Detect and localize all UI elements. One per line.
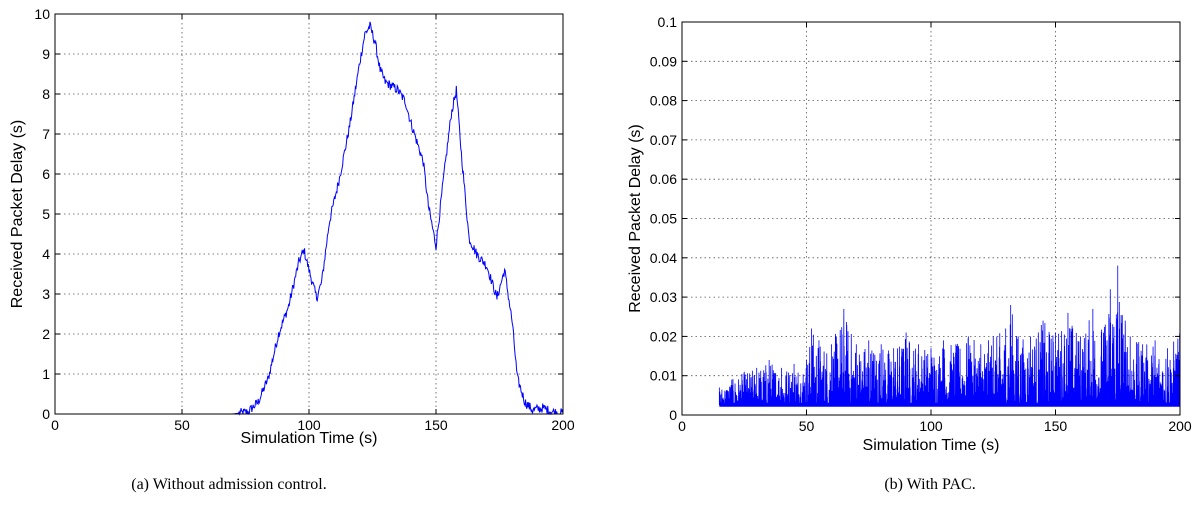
y-tick-label: 3 <box>42 286 50 302</box>
y-tick-label: 0.07 <box>650 132 677 148</box>
x-tick-label: 50 <box>799 418 815 434</box>
x-axis-label: Simulation Time (s) <box>241 430 378 447</box>
y-tick-label: 0 <box>42 406 50 422</box>
y-tick-label: 1 <box>42 366 50 382</box>
y-tick-label: 0.08 <box>650 93 677 109</box>
y-tick-label: 2 <box>42 326 50 342</box>
y-tick-label: 0.03 <box>650 289 677 305</box>
figure-caption: (a) Without admission control. <box>131 476 326 493</box>
y-tick-label: 8 <box>42 86 50 102</box>
series-baseline <box>719 402 1180 407</box>
y-tick-label: 9 <box>42 46 50 62</box>
y-tick-label: 0.02 <box>650 328 677 344</box>
series-line <box>718 265 1181 407</box>
y-tick-label: 6 <box>42 166 50 182</box>
y-tick-label: 0.04 <box>650 250 677 266</box>
chart-panel-b: 0 50 100 150 200 0 0.01 0.02 0.03 0.04 0.05 0.06 0.0… <box>627 14 1192 493</box>
x-tick-label: 100 <box>919 418 943 434</box>
x-tick-label: 100 <box>297 417 321 433</box>
y-tick-label: 0.01 <box>650 368 677 384</box>
y-tick-label: 0 <box>669 407 677 423</box>
y-tick-label: 5 <box>42 206 50 222</box>
x-tick-label: 50 <box>174 417 190 433</box>
series-line <box>93 21 564 416</box>
y-tick-label: 0.1 <box>658 14 678 30</box>
x-tick-label: 0 <box>678 418 686 434</box>
y-axis-label: Received Packet Delay (s) <box>9 120 26 309</box>
x-axis-label: Simulation Time (s) <box>863 437 1000 454</box>
x-tick-label: 150 <box>1044 418 1068 434</box>
chart-panel-a: 0 50 100 150 200 0 1 2 3 4 5 6 7 8 9 10 Simulation Time … <box>9 6 575 493</box>
figure-caption: (b) With PAC. <box>884 476 975 493</box>
x-tick-label: 0 <box>51 417 59 433</box>
y-tick-label: 0.09 <box>650 53 677 69</box>
y-tick-label: 0.05 <box>650 211 677 227</box>
x-tick-label: 200 <box>551 417 575 433</box>
y-axis-label: Received Packet Delay (s) <box>627 124 644 313</box>
y-tick-label: 7 <box>42 126 50 142</box>
y-tick-label: 10 <box>34 6 50 22</box>
y-tick-label: 4 <box>42 246 50 262</box>
y-tick-label: 0.06 <box>650 171 677 187</box>
x-tick-label: 200 <box>1168 418 1192 434</box>
x-tick-label: 150 <box>424 417 448 433</box>
